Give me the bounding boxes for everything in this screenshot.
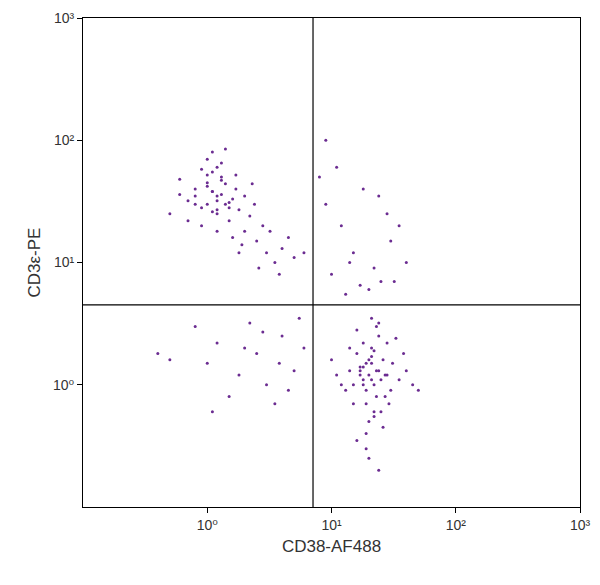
svg-text:10⁰: 10⁰ xyxy=(53,377,75,393)
svg-text:10¹: 10¹ xyxy=(54,254,75,270)
svg-text:10²: 10² xyxy=(446,517,467,533)
svg-text:CD3ε-PE: CD3ε-PE xyxy=(25,228,44,298)
svg-text:10²: 10² xyxy=(54,132,75,148)
svg-text:10¹: 10¹ xyxy=(321,517,342,533)
svg-text:10⁰: 10⁰ xyxy=(197,517,219,533)
svg-text:10³: 10³ xyxy=(570,517,591,533)
svg-text:10³: 10³ xyxy=(54,10,75,26)
svg-text:CD38-AF488: CD38-AF488 xyxy=(282,537,381,556)
